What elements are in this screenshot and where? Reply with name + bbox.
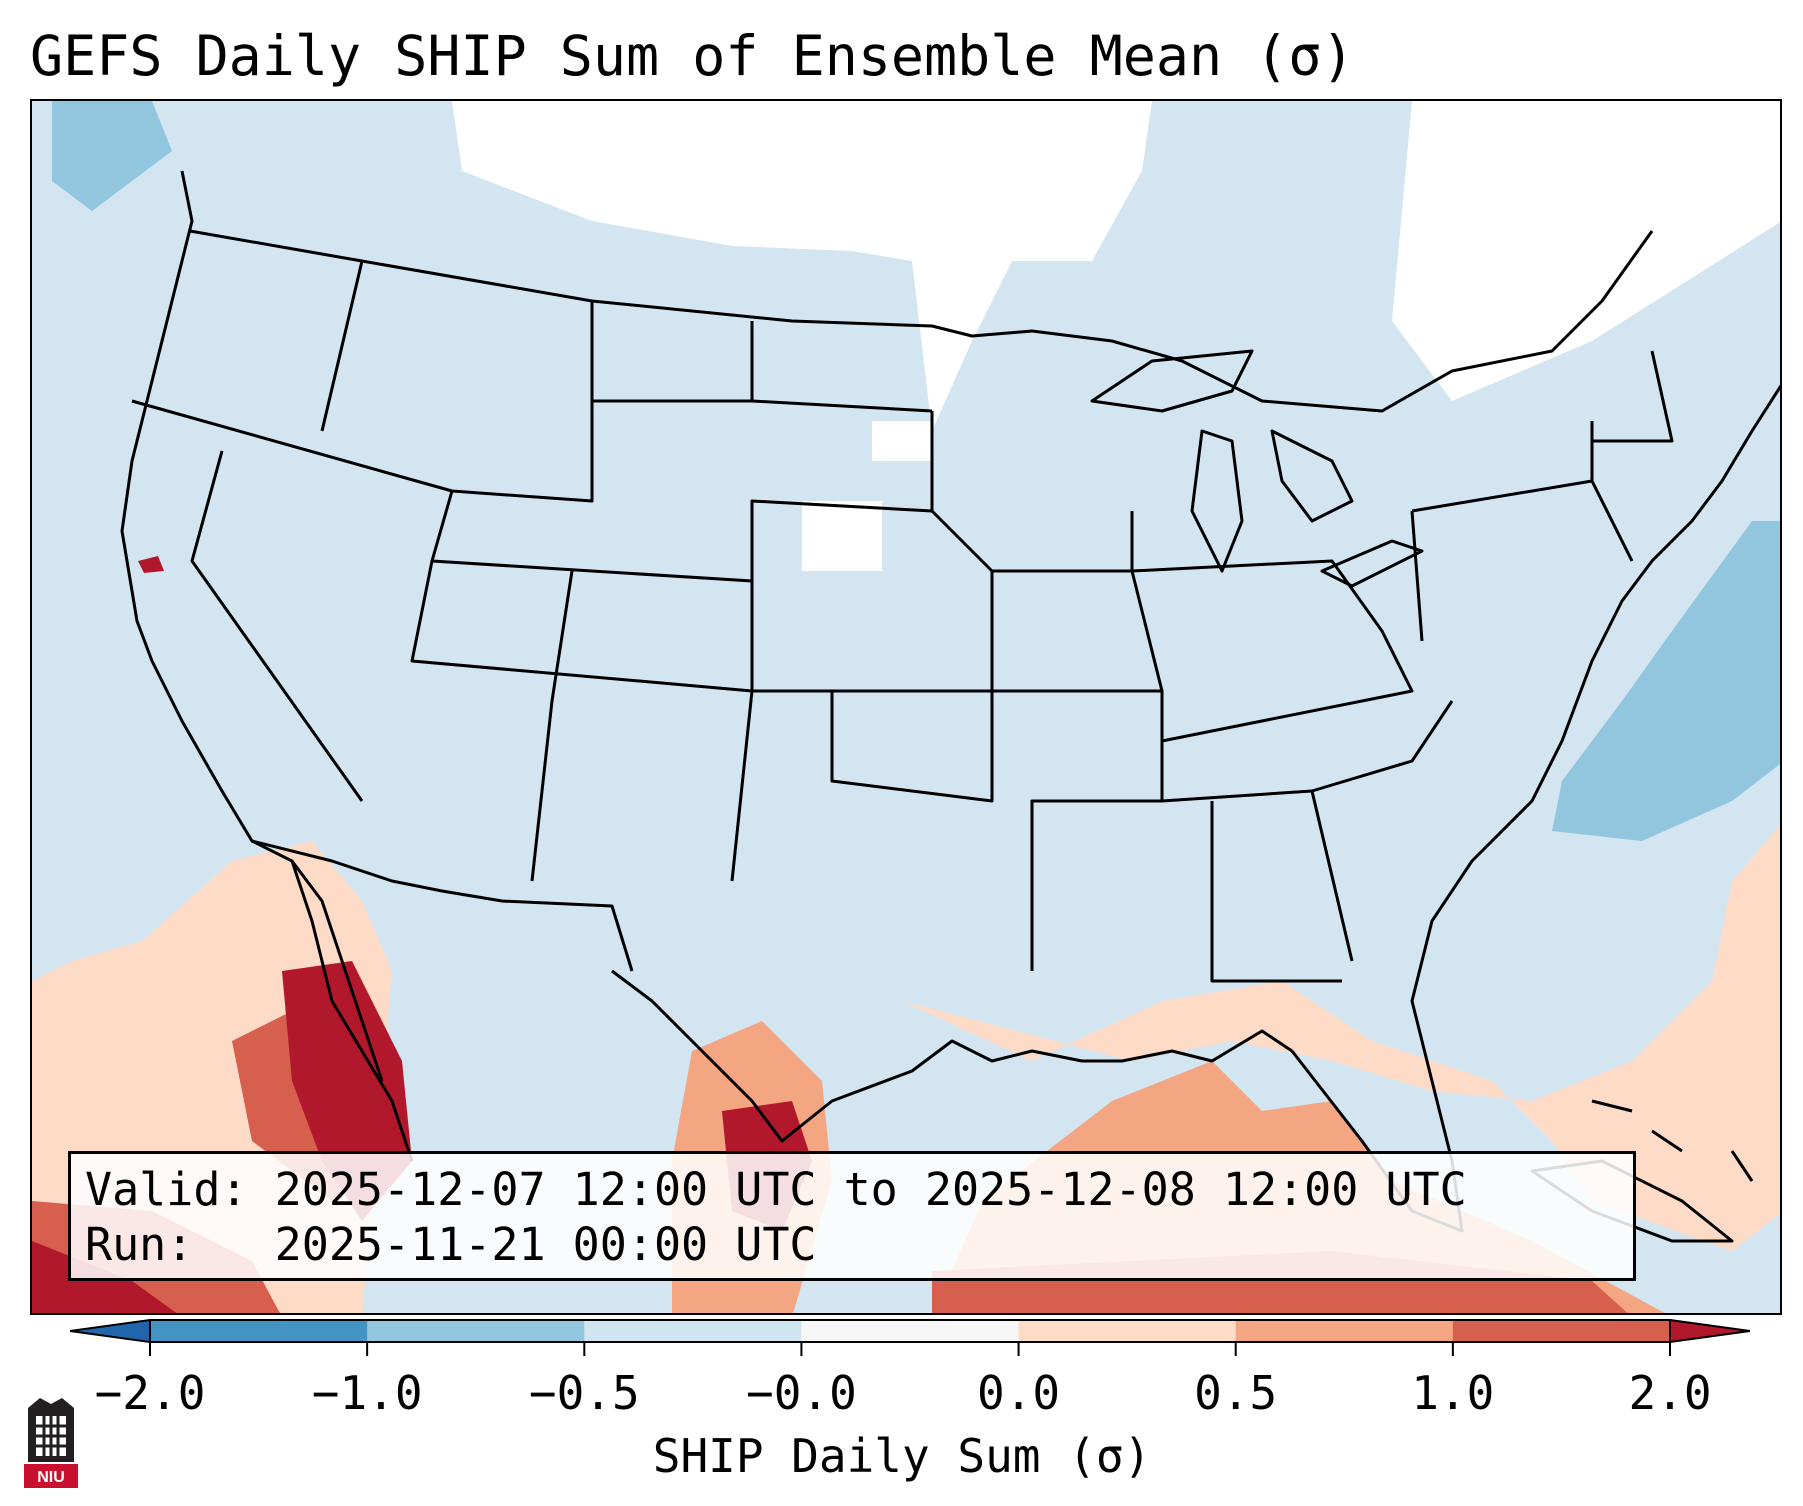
- lake-superior: [1090, 349, 1254, 413]
- map-svg: [32, 101, 1780, 1313]
- colorbar-under-arrow: [69, 1318, 151, 1344]
- north-white-region: [452, 101, 1152, 431]
- us-canada-border: [189, 229, 1654, 413]
- lake-michigan: [1190, 429, 1244, 573]
- white-patch-ne-dakota: [872, 421, 932, 461]
- colorbar-tick-label: −0.0: [746, 1366, 857, 1420]
- boundaries: [120, 170, 1780, 1243]
- bahamas-islands: [1591, 1099, 1754, 1182]
- northeast-white-region: [1392, 101, 1780, 401]
- run-label: Run:: [85, 1218, 194, 1271]
- colorbar-segment: [150, 1320, 368, 1342]
- colorbar-segment: [1235, 1320, 1454, 1342]
- state-line-8: [410, 560, 992, 693]
- colorbar-segment: [1452, 1320, 1671, 1342]
- niu-logo: NIU: [20, 1390, 82, 1494]
- colorbar-segment: [584, 1320, 802, 1342]
- peach-region-gulf: [902, 825, 1780, 1251]
- colorbar-tick-label: 0.5: [1194, 1366, 1278, 1420]
- niu-logo-icon: NIU: [24, 1398, 78, 1488]
- state-line-4: [590, 301, 933, 413]
- colorbar-label: SHIP Daily Sum (σ): [652, 1429, 1152, 1483]
- blue-patch-atlantic: [1552, 521, 1780, 841]
- valid-label: Valid:: [85, 1163, 248, 1216]
- state-line-6: [190, 450, 364, 802]
- valid-info-box: Valid: 2025-12-07 12:00 UTC to 2025-12-0…: [68, 1151, 1636, 1281]
- state-line-9: [530, 570, 574, 882]
- baja-peninsula: [290, 860, 384, 1082]
- colorbar-tick-label: −2.0: [94, 1366, 206, 1420]
- state-line-15: [1160, 700, 1454, 803]
- colorbar-segment: [367, 1320, 585, 1342]
- colorbar-tick-label: 1.0: [1411, 1366, 1495, 1420]
- white-patch-nebraska: [802, 501, 882, 571]
- colorbar-over-arrow: [1669, 1318, 1751, 1344]
- gulf-coast: [611, 969, 1293, 1143]
- mexico-border: [251, 839, 634, 972]
- valid-row: Valid: 2025-12-07 12:00 UTC to 2025-12-0…: [85, 1162, 1633, 1217]
- valid-value: 2025-12-07 12:00 UTC to 2025-12-08 12:00…: [274, 1163, 1467, 1216]
- colorbar-svg: [69, 1318, 1751, 1356]
- state-line-21: [1592, 350, 1674, 443]
- colorbar: [69, 1314, 1751, 1378]
- run-row: Run: 2025-11-21 00:00 UTC: [85, 1217, 1633, 1272]
- darkred-spot-california: [138, 556, 164, 573]
- logo-text: NIU: [37, 1469, 65, 1486]
- colorbar-tick-label: −1.0: [311, 1366, 423, 1420]
- lake-huron: [1270, 429, 1354, 523]
- state-line-18: [1411, 479, 1634, 562]
- lake-erie: [1320, 539, 1424, 588]
- state-line-11: [752, 689, 1162, 803]
- map-panel: Valid: 2025-12-07 12:00 UTC to 2025-12-0…: [30, 99, 1782, 1315]
- state-line-13: [992, 569, 1164, 971]
- colorbar-outline: [149, 1319, 1671, 1343]
- state-line-2: [131, 399, 453, 493]
- state-line-12: [930, 411, 994, 691]
- pacific-coast: [120, 170, 414, 1162]
- state-line-10: [730, 581, 754, 882]
- blue-patch-nw: [52, 101, 172, 211]
- colorbar-tick-label: 2.0: [1628, 1366, 1712, 1420]
- run-value: 2025-11-21 00:00 UTC: [274, 1218, 817, 1271]
- state-line-1: [320, 260, 364, 432]
- colorbar-segment: [801, 1320, 1020, 1342]
- colorbar-tick-label: 0.0: [977, 1366, 1061, 1420]
- state-line-19: [1410, 510, 1424, 642]
- state-line-14: [1130, 511, 1414, 743]
- chart-title: GEFS Daily SHIP Sum of Ensemble Mean (σ): [30, 24, 1355, 88]
- state-line-16: [1210, 801, 1342, 983]
- state-line-3: [451, 401, 594, 503]
- colorbar-tick-label: −0.5: [528, 1366, 640, 1420]
- state-line-17: [1310, 790, 1354, 962]
- colorbar-segment: [1018, 1320, 1237, 1342]
